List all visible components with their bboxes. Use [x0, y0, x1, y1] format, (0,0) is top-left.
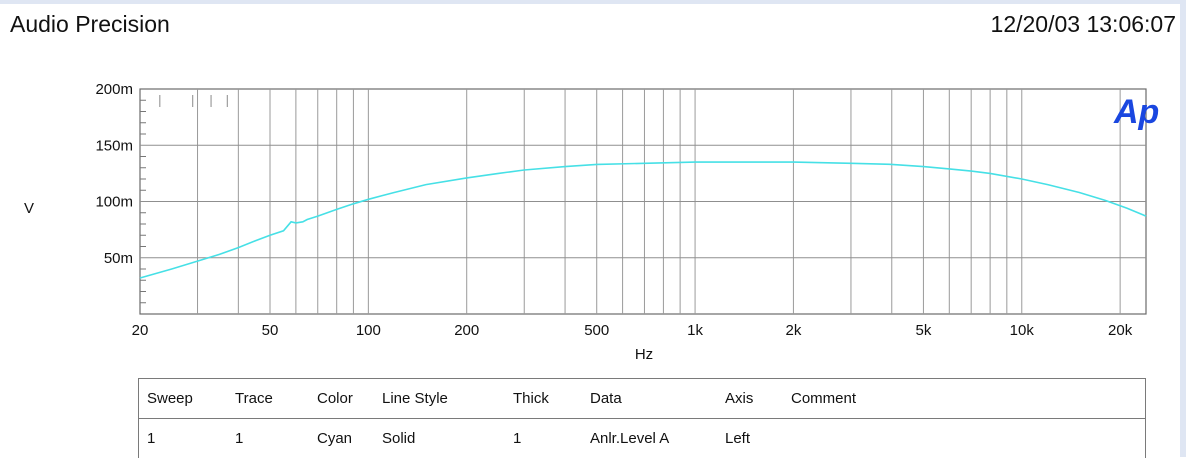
legend-row: 1 1 Cyan Solid 1 Anlr.Level A Left [139, 419, 1145, 458]
legend-table: Sweep Trace Color Line Style Thick Data … [138, 378, 1146, 458]
col-header-trace: Trace [235, 390, 273, 407]
app-title: Audio Precision [10, 11, 170, 37]
cell-thick: 1 [513, 430, 522, 447]
top-marker-ticks [159, 95, 228, 107]
y-tick-label: 50m [104, 250, 133, 267]
x-tick-label: 100 [356, 322, 381, 339]
cell-line-style: Solid [382, 430, 416, 447]
legend-header-row: Sweep Trace Color Line Style Thick Data … [139, 379, 1145, 419]
ap-logo: Ap [1113, 93, 1159, 131]
x-tick-label: 20k [1108, 322, 1133, 339]
x-tick-label: 50 [262, 322, 279, 339]
y-tick-label: 150m [95, 137, 133, 154]
x-tick-label: 5k [916, 322, 932, 339]
cell-sweep: 1 [147, 430, 156, 447]
cell-data: Anlr.Level A [590, 430, 670, 447]
series-line-anlr-level-a [139, 161, 1147, 279]
x-tick-label: 200 [454, 322, 479, 339]
col-header-comment: Comment [791, 390, 857, 407]
x-tick-label: 2k [785, 322, 801, 339]
cell-trace: 1 [235, 430, 244, 447]
window-top-border [0, 0, 1186, 4]
x-tick-labels: 20 50 100 200 500 1k 2k 5k 10k 20k [132, 322, 1133, 339]
timestamp: 12/20/03 13:06:07 [990, 11, 1176, 37]
window-right-border [1180, 0, 1186, 457]
y-tick-label: 100m [95, 194, 133, 211]
major-gridlines [140, 144, 1146, 259]
col-header-sweep: Sweep [147, 390, 193, 407]
col-header-line-style: Line Style [382, 390, 448, 407]
col-header-color: Color [317, 390, 353, 407]
y-tick-label: 200m [95, 81, 133, 98]
y-tick-labels: 50m 100m 150m 200m [95, 81, 133, 267]
col-header-axis: Axis [725, 390, 754, 407]
x-tick-label: 20 [132, 322, 149, 339]
x-tick-label: 500 [584, 322, 609, 339]
x-tick-label: 1k [687, 322, 703, 339]
cell-color: Cyan [317, 430, 353, 447]
col-header-data: Data [590, 390, 622, 407]
cell-axis: Left [725, 430, 751, 447]
y-axis-label: V [24, 200, 34, 217]
col-header-thick: Thick [513, 390, 549, 407]
x-tick-label: 10k [1010, 322, 1035, 339]
x-axis-label: Hz [635, 346, 653, 363]
y-minor-ticks [140, 99, 146, 304]
